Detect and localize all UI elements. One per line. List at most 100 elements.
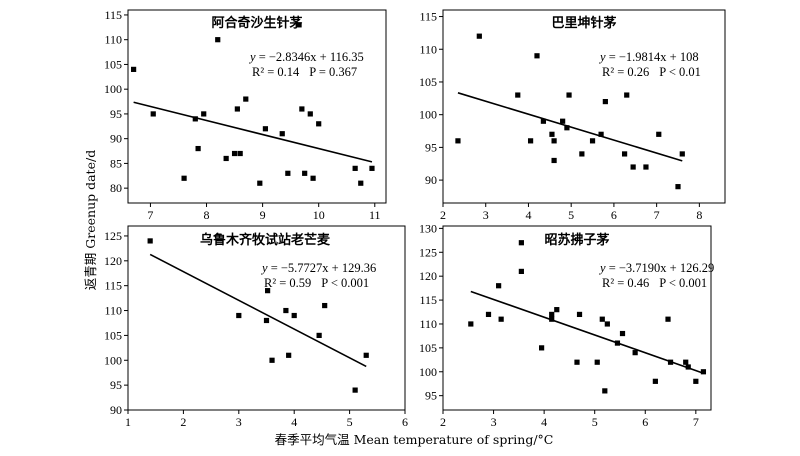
y-tick-label: 105 [104, 328, 122, 342]
x-tick-label: 4 [541, 415, 547, 429]
plot-frame [127, 225, 406, 411]
panel-title: 阿合奇沙生针茅 [211, 15, 302, 31]
equation-rhs: = −5.7727x + 129.36 [268, 261, 377, 275]
data-point [539, 345, 545, 351]
data-point [549, 131, 555, 137]
data-point [468, 321, 474, 327]
regression-line [133, 101, 373, 163]
data-point [527, 138, 534, 144]
y-tick-label: 130 [419, 221, 437, 235]
data-point [236, 312, 242, 319]
y-tick-label: 80 [110, 181, 122, 195]
regression-equation: y = −2.8346x + 116.35 [248, 50, 364, 64]
regression-stats: R² = 0.59 P < 0.001 [264, 276, 369, 290]
panel-1: 7 8 9 10 11 80 85 90 95 100 105 110 115 阿合奇沙生针茅 y = −2… [104, 8, 387, 222]
data-point [574, 359, 580, 365]
x-tick-label: 10 [313, 208, 325, 222]
data-point [667, 359, 674, 365]
data-point [291, 312, 297, 319]
data-point [316, 332, 322, 339]
x-tick-label: 5 [592, 415, 598, 429]
x-tick-label: 2 [440, 415, 446, 429]
y-tick-label: 120 [104, 254, 122, 268]
y-tick-label: 125 [104, 229, 122, 243]
data-point [630, 164, 636, 170]
y-tick-label: 90 [110, 132, 122, 146]
data-point [192, 116, 198, 122]
panel-3: 1 2 3 4 5 6 90 95 100 105 110 115 120 125 乌鲁木齐牧试站老芒麦 y … [104, 225, 408, 429]
data-point [554, 307, 560, 313]
data-point [549, 311, 555, 318]
y-tick-label: 95 [425, 389, 437, 403]
y-tick-label: 110 [104, 304, 122, 318]
y-tick-label: 105 [419, 341, 437, 355]
data-point [299, 106, 305, 112]
regression-stats: R² = 0.46 P < 0.001 [602, 276, 707, 290]
data-point [131, 66, 137, 72]
data-point [665, 316, 671, 322]
equation-rhs: = −3.7190x + 126.29 [606, 261, 715, 275]
r-squared: R² = 0.14 [252, 65, 300, 79]
y-axis-label: 返青期 Greenup date/d [83, 150, 98, 290]
regression-stats: R² = 0.14 P = 0.367 [252, 65, 357, 79]
panel-title: 乌鲁木齐牧试站老芒麦 [200, 232, 331, 248]
data-point [652, 378, 658, 384]
data-point [352, 387, 358, 393]
data-point [263, 317, 270, 324]
panel-title: 昭苏拂子茅 [544, 232, 609, 248]
data-point [518, 268, 524, 275]
data-point [286, 352, 292, 358]
y-tick-label: 95 [110, 378, 122, 392]
data-point [223, 155, 229, 162]
data-point [302, 170, 308, 176]
data-point [579, 151, 585, 157]
x-tick-label: 7 [654, 208, 660, 222]
data-point [285, 170, 291, 176]
data-point [243, 96, 249, 102]
data-point [231, 150, 238, 157]
x-tick-label: 2 [440, 208, 446, 222]
data-point [534, 53, 540, 59]
plot-frame [442, 225, 712, 411]
data-point [237, 150, 243, 157]
data-point [316, 121, 322, 127]
y-tick-label: 115 [104, 279, 122, 293]
data-point [201, 111, 207, 117]
data-point [551, 138, 557, 144]
regression-line [457, 92, 683, 162]
y-tick-label: 120 [419, 269, 437, 283]
data-point [515, 92, 521, 98]
equation-rhs: = −2.8346x + 116.35 [256, 50, 364, 64]
data-point [518, 240, 524, 246]
y-tick-label: 115 [419, 293, 437, 307]
p-value: P = 0.367 [309, 65, 357, 79]
data-point [352, 165, 358, 171]
data-point [614, 340, 621, 346]
x-tick-label: 3 [491, 415, 497, 429]
data-point [643, 164, 649, 170]
y-tick-label: 105 [419, 75, 437, 89]
data-point [369, 165, 375, 171]
y-tick-label: 115 [419, 10, 437, 24]
y-tick-label: 85 [110, 156, 122, 170]
data-point [566, 92, 572, 98]
data-point [604, 321, 610, 327]
regression-equation: y = −3.7190x + 126.29 [598, 261, 714, 275]
data-point [363, 352, 369, 358]
panel-4: 2 3 4 5 6 7 95 100 105 110 115 120 125 130 昭苏拂子茅 y = −3… [419, 221, 714, 429]
regression-equation: y = −5.7727x + 129.36 [260, 261, 376, 275]
x-axis-label: 春季平均气温 Mean temperature of spring/°C [275, 432, 554, 447]
y-tick-label: 100 [104, 353, 122, 367]
data-point [685, 364, 691, 370]
x-tick-label: 1 [125, 415, 131, 429]
data-point [700, 369, 707, 375]
x-tick-label: 9 [260, 208, 266, 222]
x-tick-label: 6 [642, 415, 648, 429]
data-point [498, 316, 504, 322]
data-point [257, 180, 263, 186]
data-point [476, 33, 482, 39]
data-point [619, 330, 626, 337]
equation-rhs: = −1.9814x + 108 [606, 50, 699, 64]
panel-title: 巴里坤针茅 [551, 15, 616, 31]
